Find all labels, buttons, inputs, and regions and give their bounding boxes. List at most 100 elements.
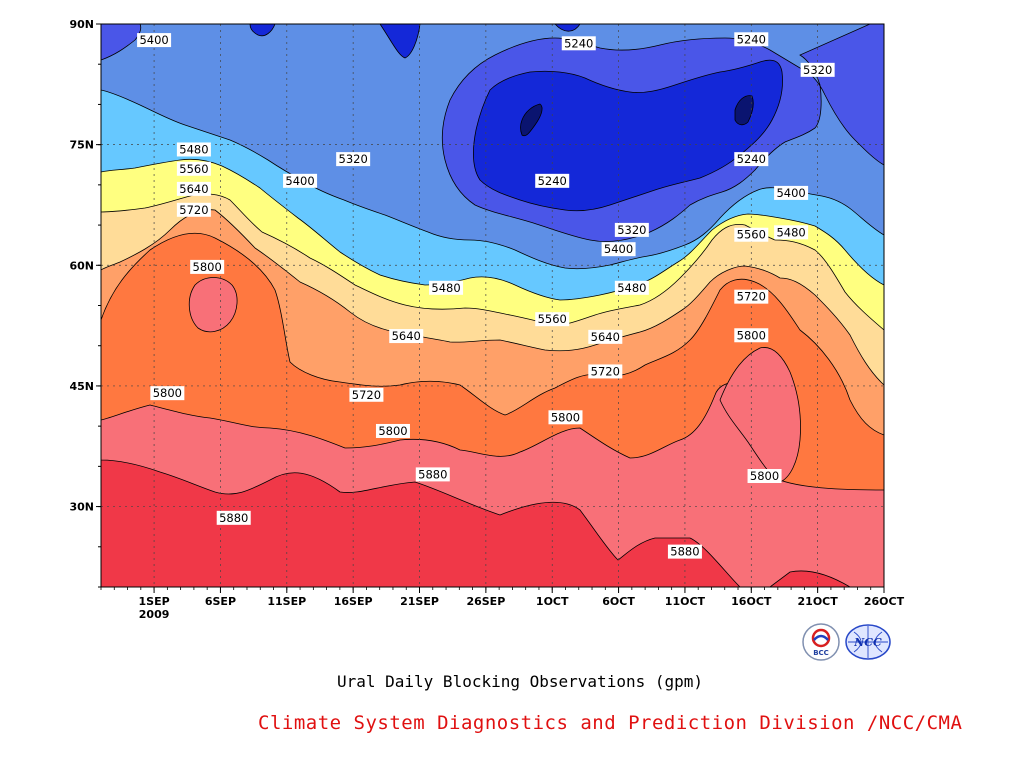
contour-label-background (190, 259, 225, 274)
fill-band-5800-closed (188, 277, 238, 333)
contour-label-background (389, 329, 424, 344)
contour-label-background (774, 185, 809, 200)
contour-label: 5560 (734, 227, 769, 242)
contour-label: 5800 (548, 410, 583, 425)
contour-label: 5800 (190, 259, 225, 274)
x-year-label: 2009 (139, 608, 170, 621)
x-tick-label: 16SEP (334, 595, 373, 608)
x-tick-label: 16OCT (731, 595, 772, 608)
contour-label: 5480 (176, 142, 211, 157)
contour-label-text: 5720 (352, 388, 381, 402)
contour-label-background (734, 152, 769, 167)
contour-label-background (734, 289, 769, 304)
contour-label-background (800, 62, 835, 77)
y-tick-label: 60N (69, 259, 94, 272)
contour-label-text: 5320 (339, 152, 368, 166)
svg-text:BCC: BCC (813, 649, 829, 657)
contour-label-background (176, 181, 211, 196)
contour-label-background (336, 152, 371, 167)
contour-label-background (176, 161, 211, 176)
x-axis: 1SEP 6SEP 11SEP 16SEP 21SEP 26SEP 1OCT 6OCT 11OC… (100, 587, 905, 621)
contour-label: 5240 (734, 32, 769, 47)
contour-label-background (614, 280, 649, 295)
contour-label-text: 5480 (431, 281, 460, 295)
contour-label-text: 5320 (617, 223, 646, 237)
contour-label-text: 5560 (538, 312, 567, 326)
contour-label: 5240 (734, 152, 769, 167)
contour-label-text: 5800 (750, 469, 779, 483)
x-tick-label: 21SEP (400, 595, 439, 608)
credit-line: Climate System Diagnostics and Predictio… (258, 712, 963, 734)
y-tick-label: 45N (69, 380, 94, 393)
contour-label-background (588, 329, 623, 344)
contour-label: 5400 (137, 33, 172, 48)
contour-label: 5800 (150, 386, 185, 401)
contour-label-background (535, 312, 570, 327)
contour-label-background (216, 510, 251, 525)
contour-label: 5800 (747, 469, 782, 484)
contour-label-text: 5320 (803, 63, 832, 77)
contour-label-background (535, 173, 570, 188)
x-tick-label: 26SEP (466, 595, 505, 608)
contour-label-text: 5720 (179, 203, 208, 217)
contour-label: 5800 (734, 328, 769, 343)
bcc-logo: BCC (802, 623, 840, 661)
contour-label-text: 5800 (551, 410, 580, 424)
contour-label-background (588, 364, 623, 379)
x-tick-label: 6OCT (602, 595, 635, 608)
contour-label-background (150, 386, 185, 401)
contour-label: 5560 (176, 161, 211, 176)
y-tick-label: 30N (69, 501, 94, 514)
contour-label-background (137, 33, 172, 48)
contour-label: 5320 (800, 62, 835, 77)
contour-label: 5640 (176, 181, 211, 196)
contour-label: 5560 (535, 312, 570, 327)
chart-title: Ural Daily Blocking Observations (gpm) (336, 672, 704, 691)
contour-label-background (747, 469, 782, 484)
contour-label-text: 5400 (604, 242, 633, 256)
contour-label-text: 5480 (179, 142, 208, 156)
contour-label: 5800 (375, 423, 410, 438)
contour-label: 5720 (176, 202, 211, 217)
contour-label-text: 5560 (737, 228, 766, 242)
contour-label-text: 5480 (617, 281, 646, 295)
x-tick-label: 21OCT (798, 595, 839, 608)
contour-label-background (283, 173, 318, 188)
contour-label-background (375, 423, 410, 438)
contour-label: 5720 (734, 289, 769, 304)
contour-label-background (774, 225, 809, 240)
contour-label-background (614, 222, 649, 237)
x-tick-label: 11OCT (665, 595, 706, 608)
contour-label-background (561, 36, 596, 51)
contour-label: 5720 (588, 364, 623, 379)
x-tick-label: 1OCT (536, 595, 569, 608)
contour-labels: 5400 5240 5240 5320 5480 5320 5400 5240 5240 5560… (137, 32, 835, 559)
contour-fill-layer (101, 24, 884, 587)
fill-band-5080 (520, 95, 754, 137)
contour-label-text: 5720 (591, 364, 620, 378)
contour-label-text: 5240 (564, 36, 593, 50)
contour-label: 5240 (535, 173, 570, 188)
y-tick-label: 90N (69, 18, 94, 31)
contour-label: 5400 (283, 173, 318, 188)
contour-label: 5400 (774, 185, 809, 200)
y-tick-label: 75N (69, 139, 94, 152)
svg-text:NCC: NCC (853, 636, 882, 649)
contour-label-text: 5800 (193, 260, 222, 274)
contour-label-text: 5640 (392, 329, 421, 343)
contour-label-text: 5720 (737, 290, 766, 304)
contour-label-text: 5400 (285, 174, 314, 188)
contour-label-text: 5240 (737, 152, 766, 166)
contour-label-text: 5800 (378, 424, 407, 438)
contour-label-background (429, 280, 464, 295)
contour-label-text: 5800 (737, 328, 766, 342)
ncc-logo: NCC (845, 624, 891, 660)
contour-label-text: 5480 (776, 225, 805, 239)
contour-label-background (667, 544, 702, 559)
contour-label-background (601, 242, 636, 257)
x-tick-label: 6SEP (205, 595, 236, 608)
contour-label-background (734, 328, 769, 343)
contour-label: 5640 (588, 329, 623, 344)
contour-label-background (415, 467, 450, 482)
x-tick-label: 1SEP (139, 595, 170, 608)
